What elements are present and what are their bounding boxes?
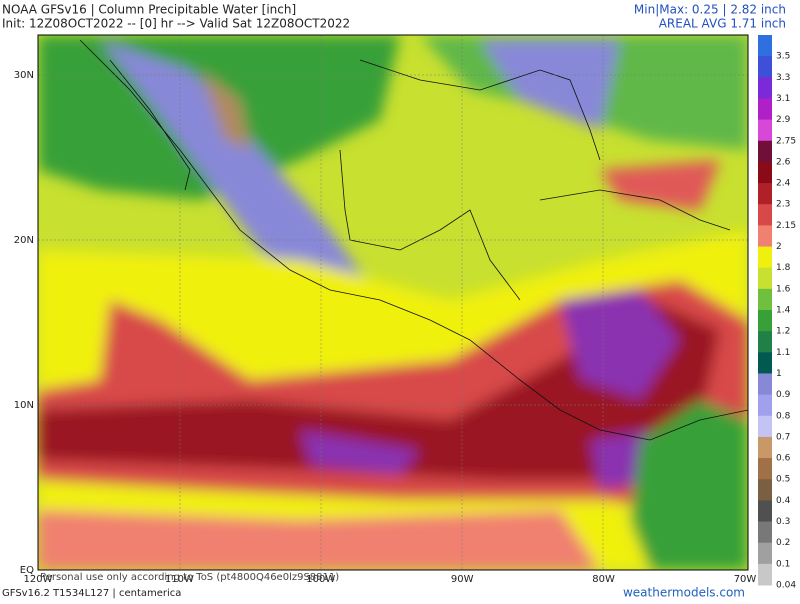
colorbar-label: 0.2 [776,538,790,548]
colorbar-label: 0.1 [776,559,790,569]
colorbar-swatch [758,183,772,205]
colorbar-label: 2.9 [776,115,791,125]
min-max: Min|Max: 0.25 | 2.82 inch [634,3,786,17]
colorbar-swatch [758,119,772,142]
latitude-labels: 30N 20N 10N EQ [14,70,34,576]
longitude-label: 90W [451,574,474,585]
colorbar-label: 2 [776,242,782,252]
init-line: Init: 12Z08OCT2022 -- [0] hr --> Valid S… [2,17,350,31]
longitude-label: 80W [592,574,615,585]
colorbar-label: 2.3 [776,200,790,210]
moisture-field [38,35,748,570]
latitude-label: 20N [14,235,34,246]
colorbar-label: 2.15 [776,221,796,231]
colorbar-swatch [758,204,772,226]
colorbar-swatch [758,542,772,565]
colorbar-swatch [758,140,772,163]
colorbar-swatch [758,500,772,523]
colorbar-swatch [758,98,772,121]
colorbar-swatch [758,521,772,544]
colorbar-label: 1.2 [776,327,790,337]
longitude-labels: 120W 110W 100W 90W 80W 70W [24,574,757,585]
coastlines [79,39,748,441]
latitude-label: 30N [14,70,34,81]
colorbar-swatch [758,394,772,417]
colorbar-label: 3.1 [776,94,790,104]
colorbar-swatch [758,56,772,78]
colorbar-label: 0.3 [776,517,790,527]
latitude-label: 10N [14,400,34,411]
graticule [38,35,748,570]
colorbar-label: 1.6 [776,284,791,294]
colorbar-label: 0.9 [776,390,791,400]
colorbar-swatch [758,225,772,248]
longitude-label: 70W [734,574,757,585]
colorbar-label: 1.1 [776,348,790,358]
colorbar-label: 2.75 [776,136,796,146]
map-frame [37,34,749,571]
colorbar-swatch [758,77,772,99]
colorbar-label: 1.8 [776,263,791,273]
colorbar-swatch [758,288,772,311]
colorbar-swatch [758,479,772,501]
longitude-label: 120W [24,574,53,585]
colorbar-label: 3.5 [776,52,790,62]
colorbar-label: 1.4 [776,306,791,316]
colorbar-swatch [758,352,772,374]
colorbar-swatch [758,267,772,290]
colorbar-swatch [758,563,772,586]
colorbar-swatch [758,458,772,480]
colorbar-label: 2.4 [776,179,791,189]
latitude-label: EQ [20,565,34,576]
colorbar-swatch [758,415,772,438]
colorbar-swatch [758,373,772,396]
watermark: Personal use only according to ToS (pt48… [40,572,339,583]
colorbar-swatch [758,331,772,353]
colorbar-label: 0.04 [776,581,796,591]
site[interactable]: weathermodels.com [623,586,745,600]
colorbar-swatch [758,35,772,57]
areal-avg: AREAL AVG 1.71 inch [659,17,786,31]
colorbar-label: 3.3 [776,73,790,83]
model-info: GFSv16.2 T1534L127 | centamerica [2,588,181,599]
colorbar-label: 0.6 [776,454,791,464]
colorbar-label: 2.6 [776,157,791,167]
map [38,35,748,570]
colorbar-label: 0.4 [776,496,791,506]
colorbar-label: 0.7 [776,432,790,442]
colorbar-swatch [758,161,772,184]
longitude-label: 100W [306,574,335,585]
title: NOAA GFSv16 | Column Precipitable Water … [2,3,296,17]
longitude-label: 110W [165,574,194,585]
colorbar-swatch [758,246,772,269]
colorbar-label: 0.5 [776,475,790,485]
colorbar-swatch [758,310,772,332]
colorbar-swatch [758,436,772,459]
colorbar-label: 1 [776,369,782,379]
colorbar-label: 0.8 [776,411,791,421]
colorbar: 3.5 3.3 3.1 2.9 2.75 2.6 2.4 2.3 2.15 2 1.8 1.6 1.4 1… [758,35,796,591]
